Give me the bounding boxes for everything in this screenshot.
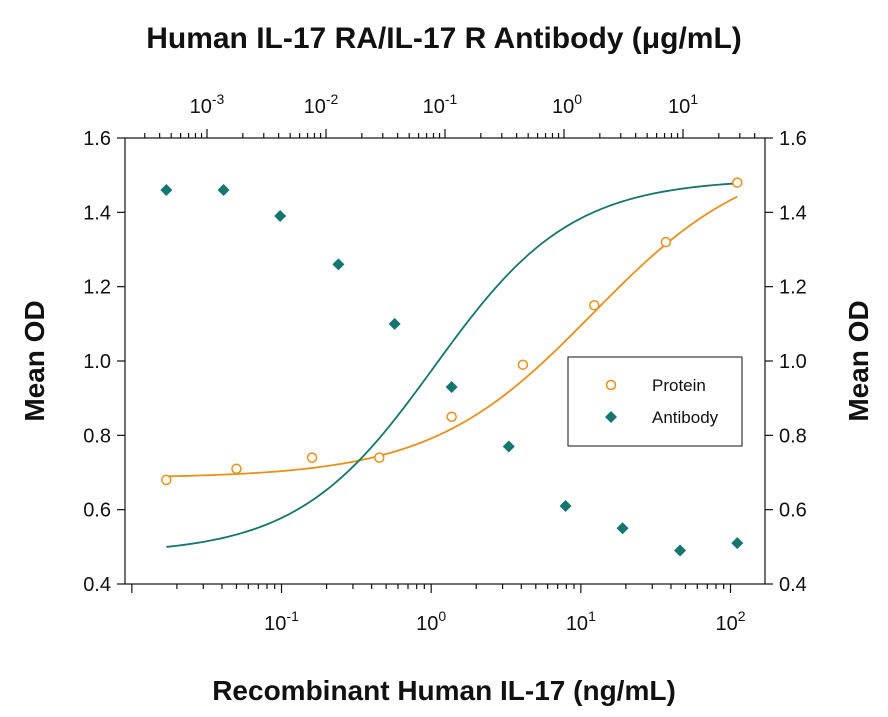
x-axis-label: Recombinant Human IL-17 (ng/mL) [212, 675, 676, 706]
data-point-protein [306, 452, 318, 463]
data-point-protein [231, 463, 242, 475]
data-point-protein [161, 474, 172, 486]
y2-tick-label: 0.8 [779, 425, 807, 447]
data-point-antibody [616, 522, 629, 535]
x-tick-label: 10-1 [264, 608, 299, 635]
y-tick-label: 0.4 [83, 574, 111, 596]
x-tick-label: 102 [715, 608, 745, 635]
data-point-protein [589, 300, 600, 311]
data-point-antibody [674, 544, 687, 557]
legend: Protein Antibody [567, 356, 743, 447]
legend-box [567, 356, 743, 447]
y-tick-label: 1.2 [83, 277, 111, 299]
data-point-protein [732, 177, 743, 188]
y2-tick-label: 1.4 [779, 202, 807, 224]
y2-tick-label: 0.4 [779, 574, 807, 596]
x2-tick-label: 10-1 [423, 91, 458, 118]
left-axis: 0.4 0.6 0.8 1.0 1.2 1.4 1.6 [83, 128, 125, 596]
data-point-antibody [502, 440, 515, 453]
data-point-antibody [217, 184, 230, 197]
x2-tick-label: 101 [668, 91, 698, 118]
data-point-antibody [388, 317, 401, 330]
x2-tick-label: 10-2 [304, 91, 339, 118]
x-tick-label: 101 [566, 608, 596, 635]
data-point-protein [517, 359, 529, 370]
y2-tick-label: 0.6 [779, 500, 807, 522]
x-tick-label: 100 [416, 608, 446, 635]
legend-antibody-label: Antibody [652, 408, 719, 427]
data-point-antibody [559, 499, 572, 512]
y-tick-label: 1.6 [83, 128, 111, 150]
x2-tick-label: 100 [552, 91, 582, 118]
fit-curves [166, 182, 738, 548]
y-tick-label: 1.0 [83, 351, 111, 373]
fit-curve-antibody [166, 182, 738, 548]
y2-tick-label: 1.2 [779, 277, 807, 299]
y-tick-label: 1.4 [83, 202, 111, 224]
y-tick-label: 0.6 [83, 500, 111, 522]
x2-tick-label: 10-3 [190, 91, 225, 118]
y-axis-label: Mean OD [19, 300, 50, 421]
data-point-antibody [445, 381, 458, 394]
legend-protein-marker [605, 379, 617, 391]
fit-curve-protein [166, 195, 738, 478]
data-point-antibody [332, 258, 345, 271]
chart-title: Human IL-17 RA/IL-17 R Antibody (μg/mL) [146, 22, 742, 55]
data-point-antibody [160, 184, 173, 197]
right-axis: 0.4 0.6 0.8 1.0 1.2 1.4 1.6 [765, 128, 807, 596]
data-point-antibody [731, 537, 744, 550]
y2-tick-label: 1.6 [779, 128, 807, 150]
legend-protein-label: Protein [652, 376, 706, 395]
data-point-protein [660, 236, 672, 248]
top-axis: 10-3 10-2 10-1 100 101 [144, 91, 756, 138]
data-point-antibody [274, 210, 287, 223]
bottom-axis: 10-1 100 101 102 [131, 584, 746, 635]
y2-axis-label: Mean OD [843, 300, 874, 421]
legend-antibody-marker [605, 411, 617, 423]
data-point-protein [446, 411, 457, 422]
y2-tick-label: 1.0 [779, 351, 807, 373]
data-point-protein [374, 452, 385, 463]
data-points [160, 177, 744, 557]
y-tick-label: 0.8 [83, 425, 111, 447]
